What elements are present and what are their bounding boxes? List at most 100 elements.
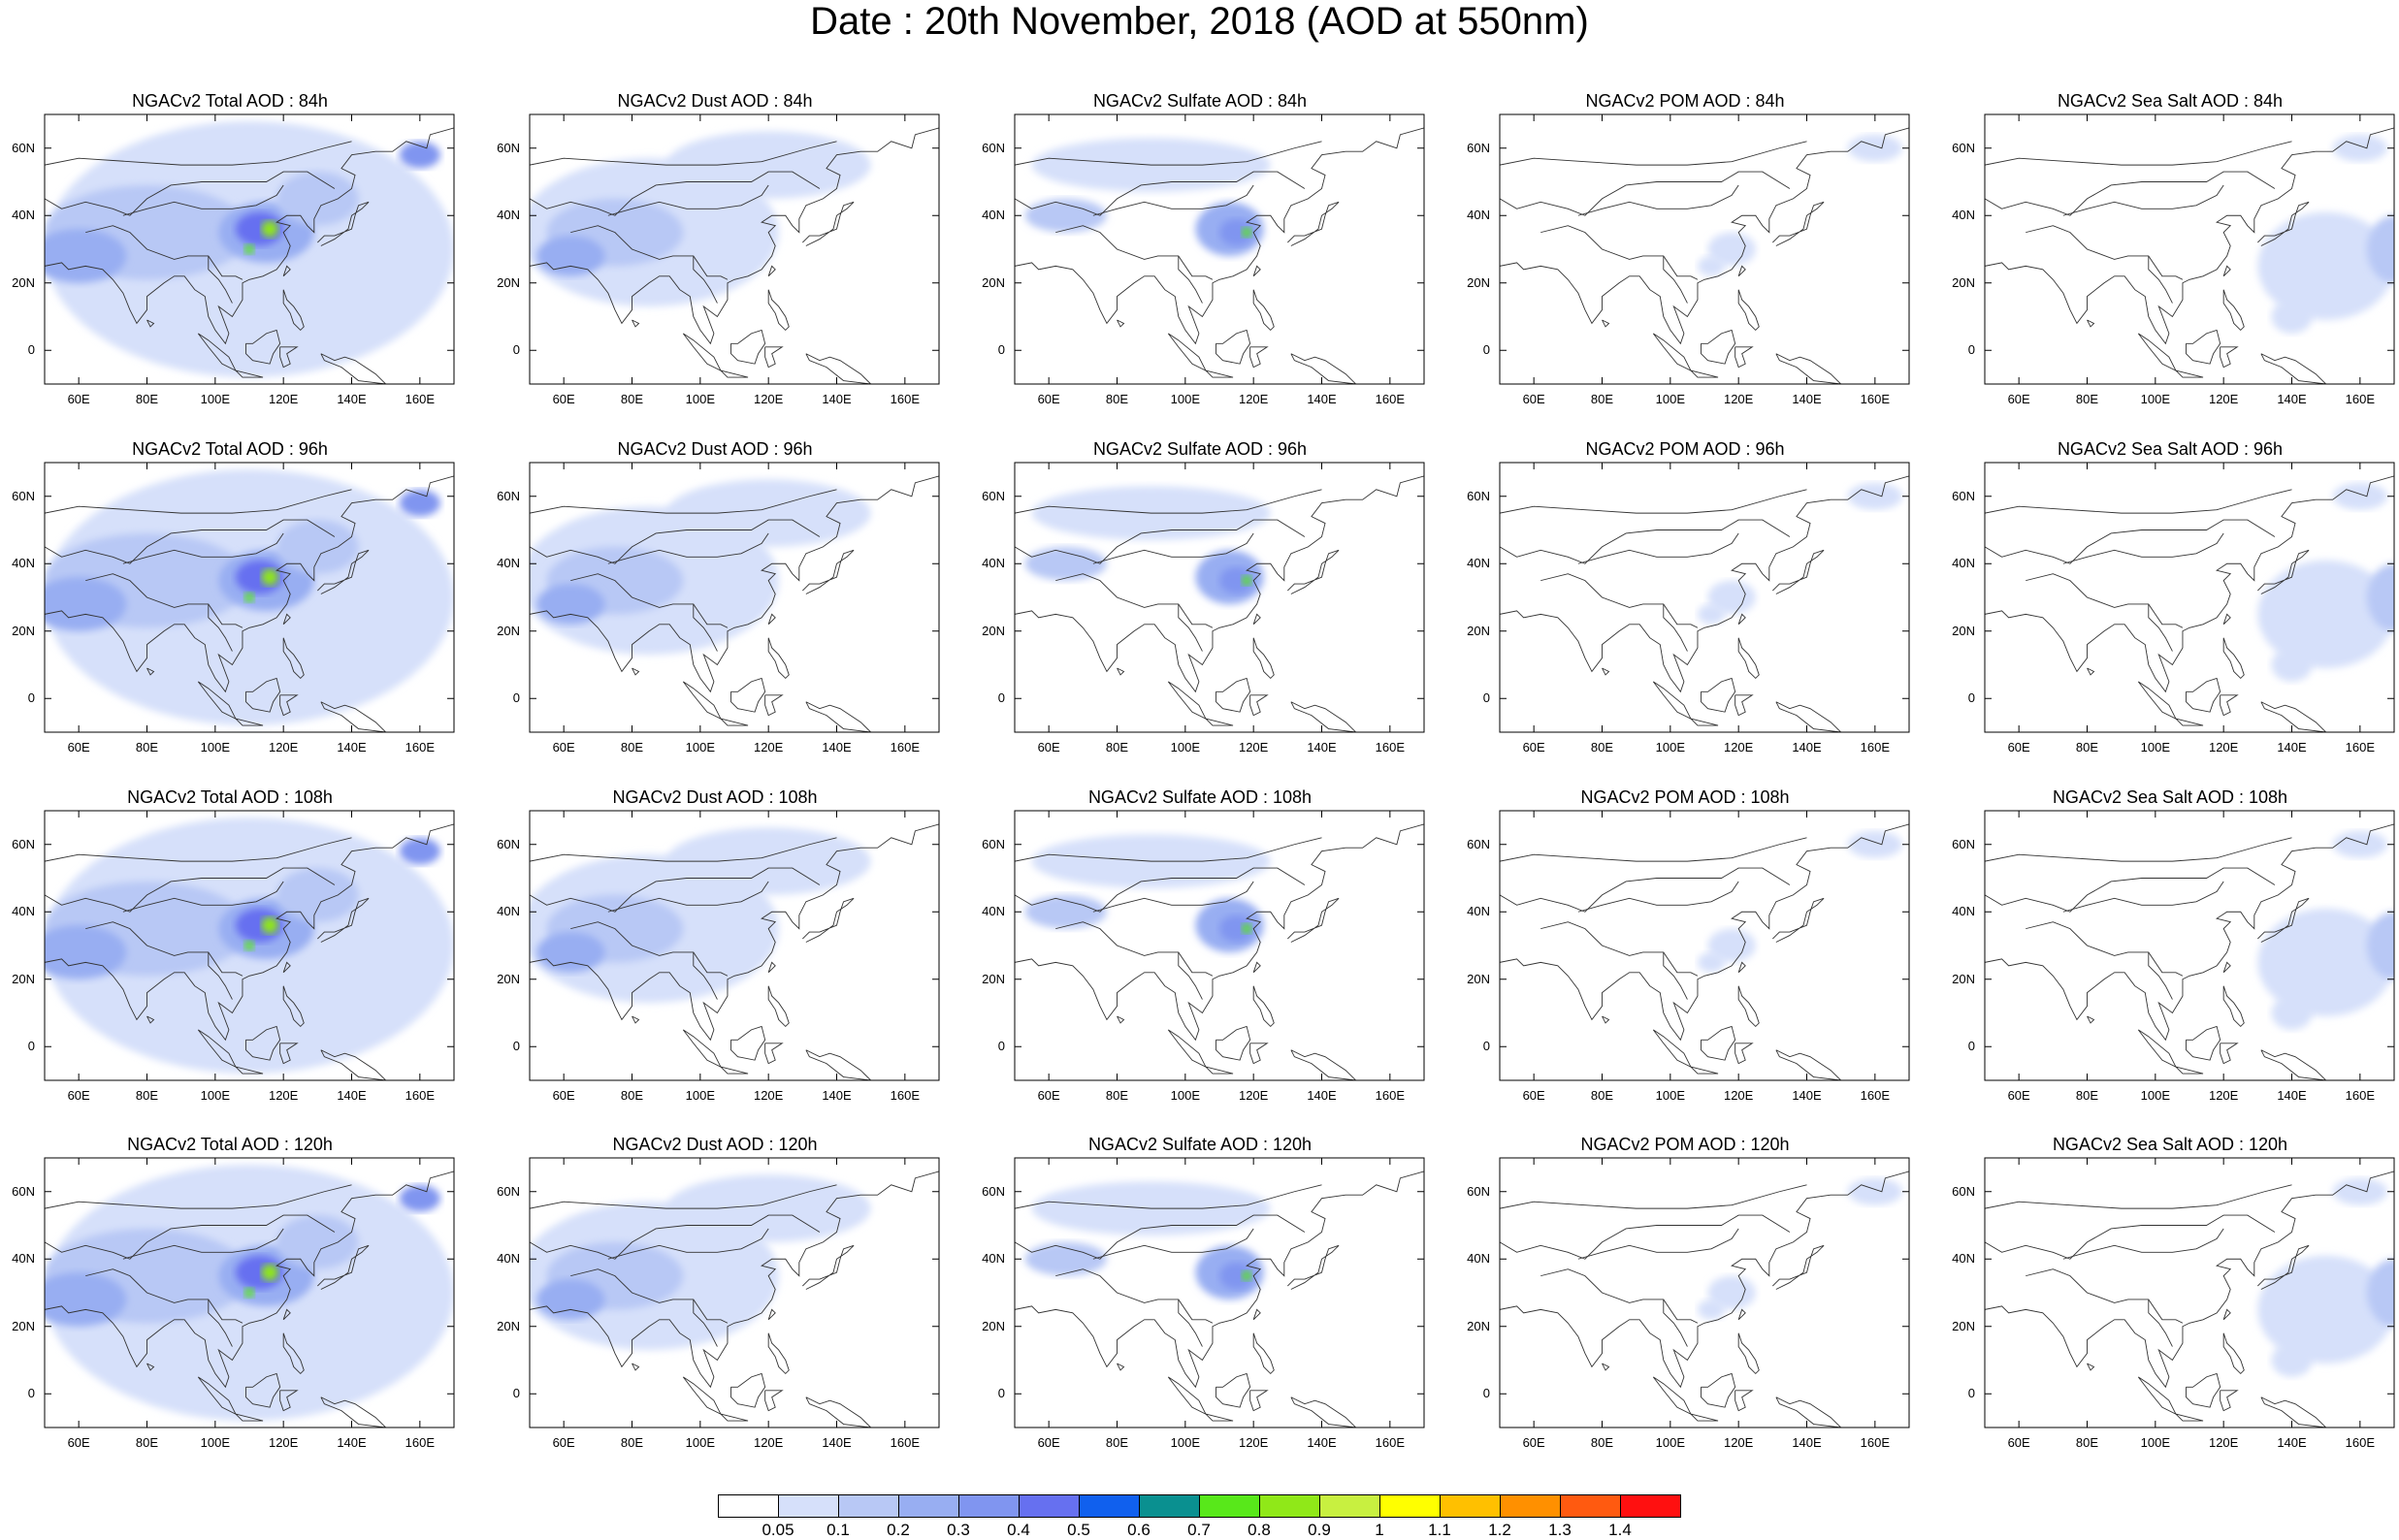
coastline [1775,1396,1842,1428]
coastline [530,141,837,166]
lon-tick-label: 60E [552,392,575,406]
map-plot [529,113,940,385]
panel-title: NGACv2 Dust AOD : 84h [617,91,813,111]
coastline [85,921,243,977]
coastline [1577,881,1739,913]
map-panel-total: NGACv2 Total AOD : 108h 60N 40N 20N 0 60E 80E 1… [2,787,458,1132]
coastline [1775,701,1842,732]
map-plot [44,113,455,385]
map-frame [1499,1157,1910,1428]
coastline [245,1372,281,1408]
coastline [245,677,281,713]
colorbar-label: 0.6 [1127,1521,1151,1539]
coastline [2026,921,2184,977]
coastline [282,613,291,626]
coastline [1205,369,1234,378]
coastline [1737,637,1760,680]
lon-tick-label: 60E [1522,1088,1545,1103]
lon-tick-label: 60E [1037,392,1060,406]
lon-tick-label: 120E [268,740,299,754]
coastline [1015,171,1306,216]
lat-tick-label: 20N [12,274,35,290]
coastline [1663,1299,1688,1347]
lon-tick-label: 160E [1375,740,1406,754]
lat-tick-label: 40N [497,1251,520,1267]
lon-tick-label: 120E [1238,1088,1269,1103]
colorbar-swatch [778,1494,839,1518]
lon-tick-label: 60E [2007,1435,2030,1450]
lon-tick-label: 140E [337,740,367,754]
colorbar-swatch [1199,1494,1260,1518]
coastline [1092,532,1254,564]
coastline [1701,1025,1736,1061]
coastline [279,1043,299,1065]
map-plot [1014,810,1425,1081]
map-frame [44,810,455,1081]
coastline [530,837,837,862]
coastline [1252,613,1261,626]
coastline [45,519,336,564]
coastline [122,881,284,913]
coastline [805,1396,872,1428]
coastline [1249,694,1269,717]
aod-blob [45,229,127,283]
lon-tick-label: 60E [67,740,90,754]
lon-tick-label: 60E [1037,1435,1060,1450]
lat-tick-label: 40N [1467,556,1490,571]
map-plot [1984,1157,2395,1428]
coastline [632,667,640,676]
coastline [1652,1029,1692,1069]
coastline [320,1396,387,1428]
coastline [45,489,352,514]
lat-tick-label: 40N [982,1251,1005,1267]
lat-tick-label: 0 [997,1386,1005,1401]
coastline [1690,369,1719,378]
panel-title: NGACv2 Dust AOD : 120h [612,1135,818,1154]
map-frame [1984,1157,2395,1428]
panel-title: NGACv2 Dust AOD : 96h [617,439,813,459]
lon-tick-label: 160E [890,1088,921,1103]
colorbar [718,1494,1681,1518]
coastline [208,255,233,304]
coastline [1205,1066,1234,1075]
lat-tick-label: 0 [997,342,1005,358]
map-frame [529,1157,940,1428]
lon-tick-label: 120E [2208,392,2239,406]
lon-tick-label: 160E [1375,392,1406,406]
aod-blob [276,868,359,922]
coastline [1015,867,1306,913]
aod-blob [536,584,605,625]
aod-field [1015,127,1424,384]
lon-tick-label: 60E [552,1435,575,1450]
lon-tick-label: 60E [67,1088,90,1103]
coastline [682,1376,722,1416]
coastline [1216,1372,1251,1408]
coastline [1602,667,1610,676]
coastline [235,1066,264,1075]
map-frame [529,113,940,385]
colorbar-swatch [1019,1494,1080,1518]
lat-tick-label: 0 [1482,690,1490,706]
coastline [1252,1332,1275,1375]
lat-tick-label: 0 [1482,1039,1490,1054]
coastline [2222,961,2231,974]
coastline [282,985,305,1028]
coastline [45,1171,454,1389]
lat-tick-label: 60N [1467,140,1490,155]
coastline [235,369,264,378]
coastline [1985,867,2276,913]
lon-tick-label: 80E [135,1088,159,1103]
colorbar-swatch [1259,1494,1320,1518]
coastline [85,1268,243,1324]
map-frame [1014,1157,1425,1428]
coastline [1252,1308,1261,1321]
lat-tick-label: 0 [27,1039,35,1054]
aod-blob [2271,300,2313,334]
coastline [1775,353,1842,384]
coastline [767,985,790,1028]
coastline [730,329,766,365]
lon-tick-label: 140E [1792,740,1822,754]
lat-tick-label: 0 [1967,1039,1975,1054]
panel-title: NGACv2 Sea Salt AOD : 120h [2052,1135,2288,1154]
colorbar-swatch [1440,1494,1501,1518]
